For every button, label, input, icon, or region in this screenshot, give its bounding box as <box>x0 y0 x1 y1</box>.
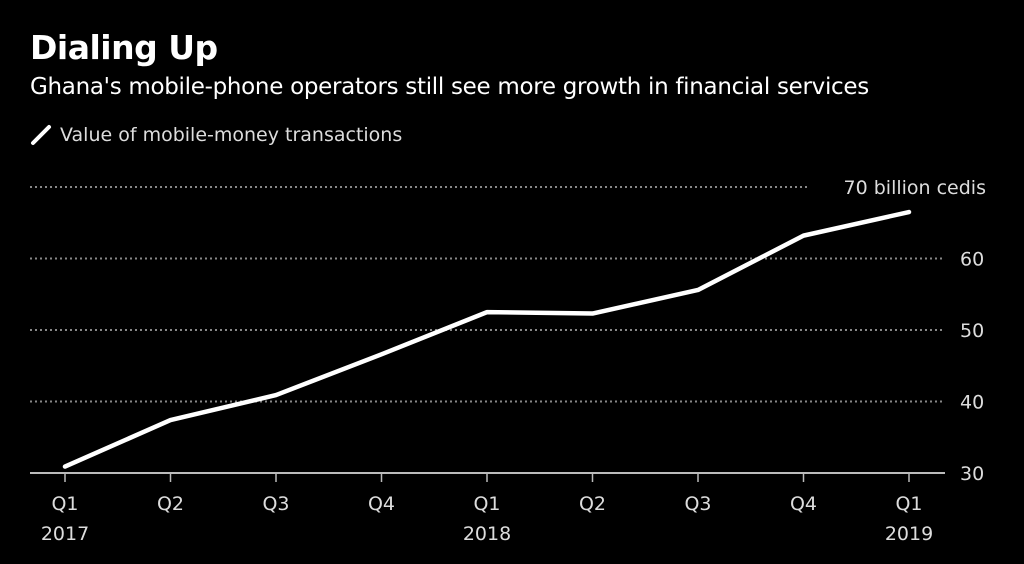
legend-label: Value of mobile-money transactions <box>60 124 403 146</box>
x-tick-quarter: Q3 <box>684 493 711 515</box>
y-tick-label-70: 70 billion cedis <box>844 177 986 199</box>
chart-title: Dialing Up <box>30 28 218 67</box>
series-line <box>62 209 912 469</box>
x-tick-quarter: Q4 <box>368 493 395 515</box>
x-tick-quarter: Q4 <box>790 493 817 515</box>
x-tick-quarter: Q1 <box>51 493 78 515</box>
x-tick-quarter: Q2 <box>579 493 606 515</box>
chart-subtitle: Ghana's mobile-phone operators still see… <box>30 74 869 100</box>
legend: Value of mobile-money transactions <box>30 124 402 146</box>
y-tick-label-60: 60 <box>960 249 984 271</box>
x-tick-year: 2018 <box>463 523 511 545</box>
y-tick-label-30: 30 <box>960 463 984 485</box>
x-tick-year: 2019 <box>885 523 933 545</box>
x-tick-quarter: Q1 <box>895 493 922 515</box>
x-tick-quarter: Q3 <box>262 493 289 515</box>
y-tick-label-40: 40 <box>960 392 984 414</box>
y-tick-label-50: 50 <box>960 320 984 342</box>
legend-line-swatch <box>31 125 51 145</box>
x-tick-quarter: Q2 <box>157 493 184 515</box>
x-tick-quarter: Q1 <box>473 493 500 515</box>
x-tick-year: 2017 <box>41 523 89 545</box>
